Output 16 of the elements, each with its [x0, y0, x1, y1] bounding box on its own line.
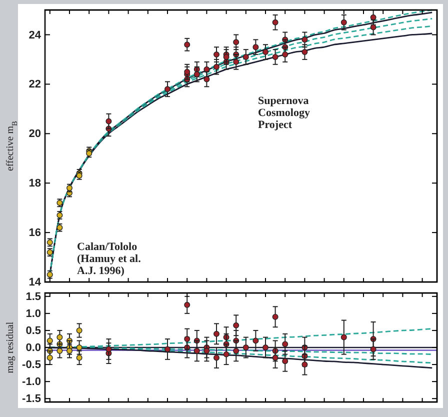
y-tick-label: 1.0	[26, 308, 41, 320]
y-tick-label: 22	[28, 78, 41, 91]
y-tick-label: -1.5	[22, 393, 41, 406]
y-tick-label: -1.0	[22, 376, 41, 388]
y-tick-label: 14	[28, 276, 42, 289]
y-tick-label: 0.0	[26, 342, 41, 354]
y-tick-label: 1.5	[26, 290, 41, 303]
y-tick-label: 0.5	[26, 324, 41, 337]
y-tick-label: -0.5	[22, 359, 41, 372]
annotation: Supernova Cosmology Project	[258, 95, 310, 131]
annotation: Calan/Tololo (Hamuy et al. A.J. 1996)	[77, 241, 142, 277]
y-tick-label: 20	[28, 128, 41, 140]
y-axis-title: mag residual	[5, 322, 16, 374]
y-tick-label: 18	[28, 178, 41, 190]
y-tick-label: 24	[28, 29, 42, 42]
y-tick-label: 16	[28, 227, 41, 240]
